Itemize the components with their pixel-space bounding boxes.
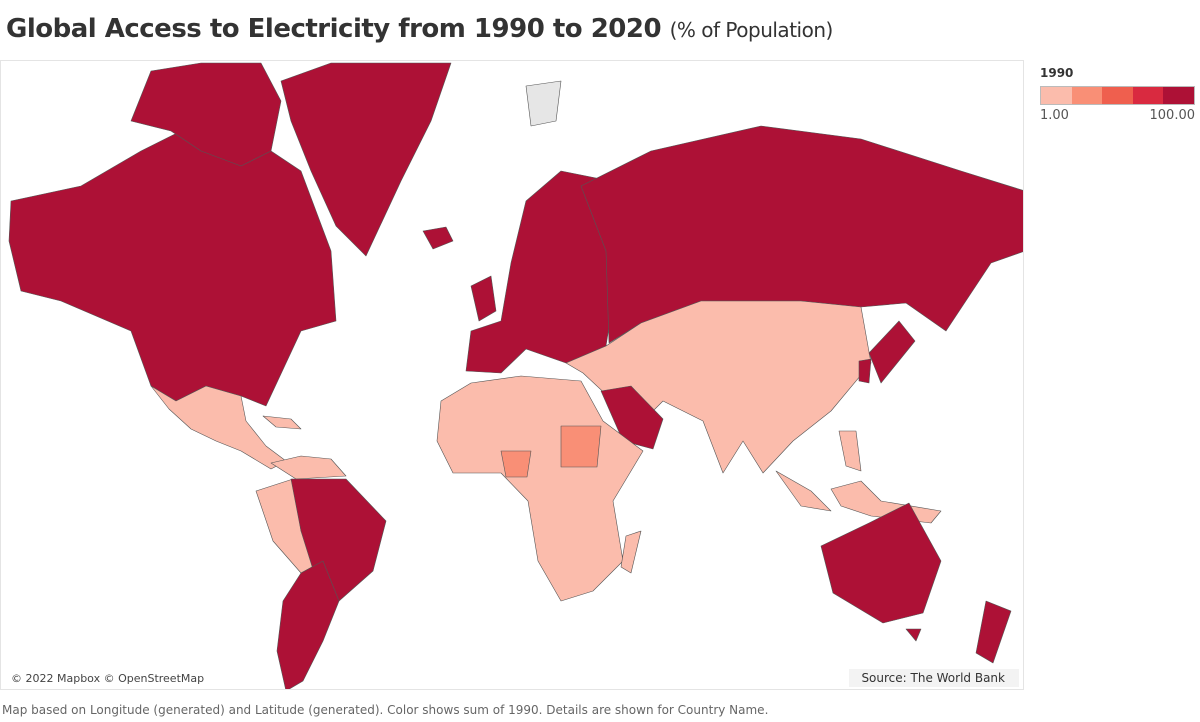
region-arctic-islands[interactable] — [130, 62, 282, 167]
legend-swatch-4 — [1132, 87, 1164, 104]
legend-title: 1990 — [1040, 66, 1074, 80]
region-arabian-peninsula[interactable] — [600, 385, 664, 450]
region-australia[interactable] — [820, 502, 942, 624]
region-japan[interactable] — [868, 320, 916, 384]
title-main: Global Access to Electricity from 1990 t… — [6, 14, 662, 44]
region-svalbard[interactable] — [525, 80, 562, 127]
source-caption: Source: The World Bank — [849, 669, 1019, 687]
region-new-zealand[interactable] — [975, 600, 1012, 664]
legend-min-label: 1.00 — [1040, 108, 1069, 123]
region-north-america[interactable] — [8, 115, 337, 407]
region-nigeria[interactable] — [500, 450, 532, 478]
region-iceland[interactable] — [422, 226, 454, 250]
legend-swatch-3 — [1102, 87, 1133, 104]
region-indonesia-west[interactable] — [775, 470, 832, 512]
region-caribbean[interactable] — [262, 415, 302, 430]
region-korea[interactable] — [858, 358, 872, 384]
legend-swatch-2 — [1071, 87, 1103, 104]
map-view[interactable]: © 2022 Mapbox © OpenStreetMap Source: Th… — [0, 60, 1024, 690]
footnote: Map based on Longitude (generated) and L… — [2, 703, 769, 717]
chart-title: Global Access to Electricity from 1990 t… — [6, 14, 833, 44]
legend-swatch-1 — [1041, 87, 1072, 104]
map-attribution[interactable]: © 2022 Mapbox © OpenStreetMap — [7, 670, 209, 687]
region-madagascar[interactable] — [620, 530, 642, 574]
region-northern-south-america[interactable] — [270, 455, 347, 480]
region-uk-ireland[interactable] — [470, 275, 497, 322]
region-tasmania[interactable] — [905, 628, 922, 642]
title-subtitle: (% of Population) — [669, 18, 834, 42]
region-greenland[interactable] — [280, 62, 452, 257]
legend-color-ramp — [1040, 86, 1195, 105]
legend-swatch-5 — [1163, 87, 1194, 104]
region-southern-cone[interactable] — [276, 560, 340, 690]
color-legend: 1990 1.00 100.00 — [1040, 66, 1195, 123]
region-sudan[interactable] — [560, 425, 602, 468]
legend-max-label: 100.00 — [1149, 108, 1196, 123]
region-philippines[interactable] — [838, 430, 862, 472]
world-choropleth[interactable] — [1, 61, 1024, 690]
